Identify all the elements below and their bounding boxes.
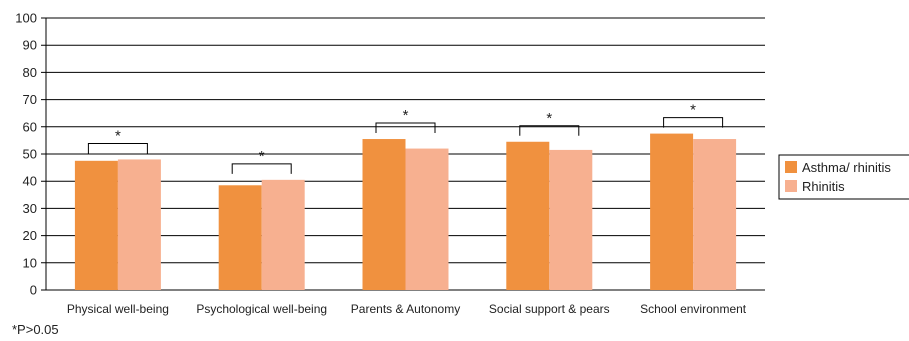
y-tick-label-80: 80 [23, 65, 37, 80]
y-tick-label-10: 10 [23, 255, 37, 270]
y-tick-label-0: 0 [30, 283, 37, 298]
x-tick-label-2: Psychological well-being [196, 302, 327, 316]
bar-asthma-rhinitis-3 [362, 139, 406, 290]
x-tick-label-3: Parents & Autonomy [351, 302, 460, 316]
y-tick-label-30: 30 [23, 201, 37, 216]
significance-star-3: * [403, 107, 409, 124]
legend-swatch-asthma-rhinitis [785, 161, 797, 173]
y-axis-ticks: 0 10 20 30 40 50 60 70 80 90 100 [15, 11, 37, 298]
bar-rhinitis-2 [261, 179, 305, 290]
significance-bracket-5 [663, 117, 724, 128]
bar-asthma-rhinitis-2 [218, 185, 262, 290]
x-axis-labels: Physical well-being Psychological well-be… [67, 302, 747, 316]
footnote: *P>0.05 [12, 322, 59, 337]
y-tick-label-70: 70 [23, 92, 37, 107]
bar-asthma-rhinitis-4 [506, 141, 550, 290]
y-tick-label-60: 60 [23, 119, 37, 134]
bars [74, 133, 737, 290]
significance-bracket-2 [231, 163, 292, 174]
significance-bracket-3 [375, 122, 436, 134]
significance-brackets: * * * * * [87, 102, 724, 174]
y-tick-label-40: 40 [23, 174, 37, 189]
y-tick-label-50: 50 [23, 147, 37, 162]
significance-bracket-4 [519, 125, 580, 136]
x-tick-label-5: School environment [640, 302, 747, 316]
bar-rhinitis-4 [549, 149, 593, 290]
bar-rhinitis-3 [405, 148, 449, 290]
significance-star-5: * [690, 102, 696, 119]
bar-asthma-rhinitis-5 [650, 133, 694, 290]
legend-box [778, 154, 909, 200]
bar-rhinitis-5 [693, 139, 737, 290]
significance-bracket-1 [87, 142, 148, 154]
bar-asthma-rhinitis-1 [74, 160, 118, 290]
legend-label-rhinitis: Rhinitis [802, 179, 845, 194]
y-tick-label-90: 90 [23, 38, 37, 53]
y-tick-label-100: 100 [15, 11, 37, 26]
legend: Asthma/ rhinitis Rhinitis [778, 154, 909, 200]
bar-rhinitis-1 [117, 159, 161, 290]
significance-star-4: * [546, 110, 552, 127]
legend-label-asthma-rhinitis: Asthma/ rhinitis [802, 160, 891, 175]
legend-swatch-rhinitis [785, 180, 797, 192]
x-tick-label-1: Physical well-being [67, 302, 169, 316]
significance-star-2: * [259, 148, 265, 165]
y-tick-label-20: 20 [23, 228, 37, 243]
significance-star-1: * [115, 127, 121, 144]
x-tick-label-4: Social support & pears [489, 302, 610, 316]
